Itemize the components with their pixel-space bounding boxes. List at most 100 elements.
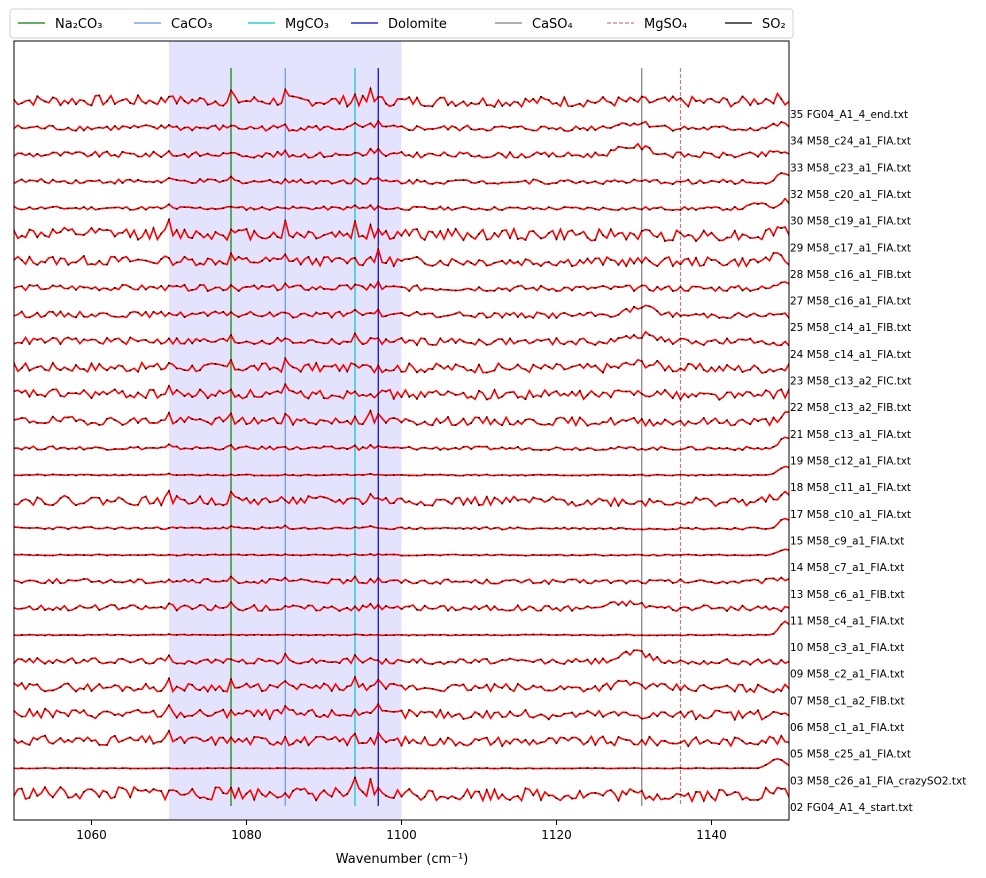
spectrum-label: 24 M58_c14_a1_FIA.txt bbox=[790, 349, 911, 361]
spectrum-markers bbox=[14, 305, 789, 319]
spectrum-markers bbox=[14, 549, 789, 557]
legend: Na₂CO₃ CaCO₃ MgCO₃ Dolomite CaSO₄ MgSO₄ SO₂ bbox=[9, 8, 794, 39]
legend-label-4: CaSO₄ bbox=[532, 17, 573, 32]
spectrum-series-2 bbox=[14, 142, 789, 160]
x-tick-label: 1140 bbox=[696, 828, 727, 842]
spectrum-markers bbox=[14, 172, 789, 185]
spectrum-markers bbox=[14, 730, 789, 747]
spectrum-label: 15 M58_c9_a1_FIA.txt bbox=[790, 535, 904, 547]
spectrum-markers bbox=[14, 623, 789, 637]
spectrum-markers bbox=[14, 248, 789, 267]
spectrum-series-21 bbox=[14, 649, 789, 666]
legend-label-2: MgCO₃ bbox=[285, 17, 329, 32]
spectrum-markers bbox=[14, 120, 789, 132]
spectrum-markers bbox=[14, 649, 789, 666]
spectrum-label: 33 M58_c23_a1_FIA.txt bbox=[790, 162, 911, 174]
x-tick-label: 1080 bbox=[231, 828, 262, 842]
spectrum-label: 23 M58_c13_a2_FIC.txt bbox=[790, 376, 911, 388]
spectrum-series-10 bbox=[14, 356, 789, 375]
legend-label-1: CaCO₃ bbox=[171, 17, 213, 32]
spectrum-markers bbox=[14, 676, 789, 694]
spectrum-label: 07 M58_c1_a2_FIB.txt bbox=[790, 695, 905, 707]
spectrum-label: 22 M58_c13_a2_FIB.txt bbox=[790, 402, 911, 414]
spectrum-label: 13 M58_c6_a1_FIB.txt bbox=[790, 589, 905, 601]
legend-label-3: Dolomite bbox=[388, 17, 447, 32]
spectrum-label: 34 M58_c24_a1_FIA.txt bbox=[790, 136, 911, 148]
plot-area bbox=[14, 41, 789, 820]
spectrum-markers bbox=[14, 519, 789, 531]
spectrum-label: 30 M58_c19_a1_FIA.txt bbox=[790, 216, 911, 228]
spectrum-label: 29 M58_c17_a1_FIA.txt bbox=[790, 242, 911, 254]
spectrum-series-7 bbox=[14, 279, 789, 293]
spectrum-series-19 bbox=[14, 599, 789, 613]
spectrum-label: 09 M58_c2_a1_FIA.txt bbox=[790, 669, 904, 681]
spectrum-markers bbox=[14, 87, 789, 108]
spectrum-label: 17 M58_c10_a1_FIA.txt bbox=[790, 509, 911, 521]
spectrum-label: 28 M58_c16_a1_FIB.txt bbox=[790, 269, 911, 281]
reference-lines bbox=[230, 68, 682, 806]
spectrum-series-4 bbox=[14, 197, 789, 212]
spectrum-markers bbox=[14, 357, 789, 374]
spectrum-label: 35 FG04_A1_4_end.txt bbox=[790, 109, 908, 121]
spectrum-series-16 bbox=[14, 517, 789, 531]
spectrum-series-6 bbox=[14, 246, 789, 268]
spectrum-series-9 bbox=[14, 330, 789, 347]
spectrum-series-0 bbox=[14, 85, 789, 109]
spectra-series bbox=[14, 85, 789, 804]
legend-label-0: Na₂CO₃ bbox=[55, 17, 102, 32]
spectrum-label: 02 FG04_A1_4_start.txt bbox=[790, 802, 913, 814]
legend-box bbox=[9, 8, 794, 39]
spectrum-series-8 bbox=[14, 304, 789, 320]
spectrum-series-23 bbox=[14, 702, 789, 722]
spectrum-series-15 bbox=[14, 489, 789, 508]
spectrum-label: 05 M58_c25_a1_FIA.txt bbox=[790, 749, 911, 761]
spectrum-label: 21 M58_c13_a1_FIA.txt bbox=[790, 429, 911, 441]
x-axis-label: Wavenumber (cm⁻¹) bbox=[336, 852, 469, 867]
spectrum-markers bbox=[14, 202, 789, 211]
legend-label-6: SO₂ bbox=[762, 17, 786, 32]
spectrum-markers bbox=[14, 601, 789, 613]
spectrum-series-11 bbox=[14, 382, 789, 401]
spectrum-label: 14 M58_c7_a1_FIA.txt bbox=[790, 562, 904, 574]
spectrum-markers bbox=[14, 490, 789, 507]
spectrum-label: 11 M58_c4_a1_FIA.txt bbox=[790, 615, 904, 627]
x-tick-label: 1120 bbox=[541, 828, 572, 842]
spectrum-markers bbox=[14, 332, 789, 347]
spectrum-markers bbox=[14, 383, 789, 401]
legend-label-5: MgSO₄ bbox=[644, 17, 687, 32]
spectrum-markers bbox=[14, 759, 789, 770]
spectrum-label: 06 M58_c1_a1_FIA.txt bbox=[790, 722, 904, 734]
spectrum-label: 32 M58_c20_a1_FIA.txt bbox=[790, 189, 911, 201]
x-tick-label: 1060 bbox=[76, 828, 107, 842]
spectrum-labels: 35 FG04_A1_4_end.txt 34 M58_c24_a1_FIA.tx… bbox=[790, 109, 966, 814]
spectrum-series-25 bbox=[14, 757, 789, 770]
spectrum-markers bbox=[14, 575, 789, 585]
spectrum-series-5 bbox=[14, 217, 789, 243]
spectrum-label: 10 M58_c3_a1_FIA.txt bbox=[790, 642, 904, 654]
spectrum-series-14 bbox=[14, 465, 789, 477]
spectrum-markers bbox=[14, 703, 789, 721]
x-axis: 1060 1080 1100 1120 1140 bbox=[76, 820, 727, 842]
spectrum-markers bbox=[14, 466, 789, 477]
spectrum-series-26 bbox=[14, 775, 789, 804]
spectrum-label: 27 M58_c16_a1_FIA.txt bbox=[790, 296, 911, 308]
spectrum-series-18 bbox=[14, 575, 789, 586]
spectrum-series-12 bbox=[14, 408, 789, 428]
spectrum-label: 19 M58_c12_a1_FIA.txt bbox=[790, 456, 911, 468]
spectrum-markers bbox=[14, 437, 789, 451]
spectrum-markers bbox=[14, 145, 789, 159]
spectrum-series-24 bbox=[14, 729, 789, 748]
x-tick-label: 1100 bbox=[386, 828, 417, 842]
spectrum-label: 18 M58_c11_a1_FIA.txt bbox=[790, 482, 911, 494]
spectrum-series-13 bbox=[14, 436, 789, 452]
spectrum-series-1 bbox=[14, 119, 789, 133]
spectrum-series-20 bbox=[14, 620, 789, 637]
spectrum-series-17 bbox=[14, 548, 789, 557]
spectrum-label: 03 M58_c26_a1_FIA_crazySO2.txt bbox=[790, 775, 966, 787]
spectrum-markers bbox=[14, 776, 789, 802]
spectrum-markers bbox=[14, 218, 789, 242]
spectrum-markers bbox=[14, 280, 789, 292]
spectrum-markers bbox=[14, 410, 789, 427]
spectrum-series-3 bbox=[14, 172, 789, 186]
